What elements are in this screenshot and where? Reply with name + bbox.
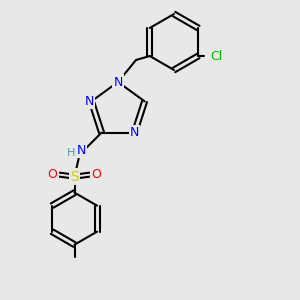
Text: N: N <box>113 76 123 88</box>
Text: N: N <box>85 95 94 108</box>
Text: S: S <box>70 170 79 184</box>
Text: N: N <box>77 144 86 157</box>
Text: O: O <box>92 168 101 181</box>
Text: O: O <box>48 168 58 181</box>
Text: H: H <box>68 148 76 158</box>
Text: N: N <box>130 126 139 139</box>
Text: Cl: Cl <box>210 50 223 62</box>
